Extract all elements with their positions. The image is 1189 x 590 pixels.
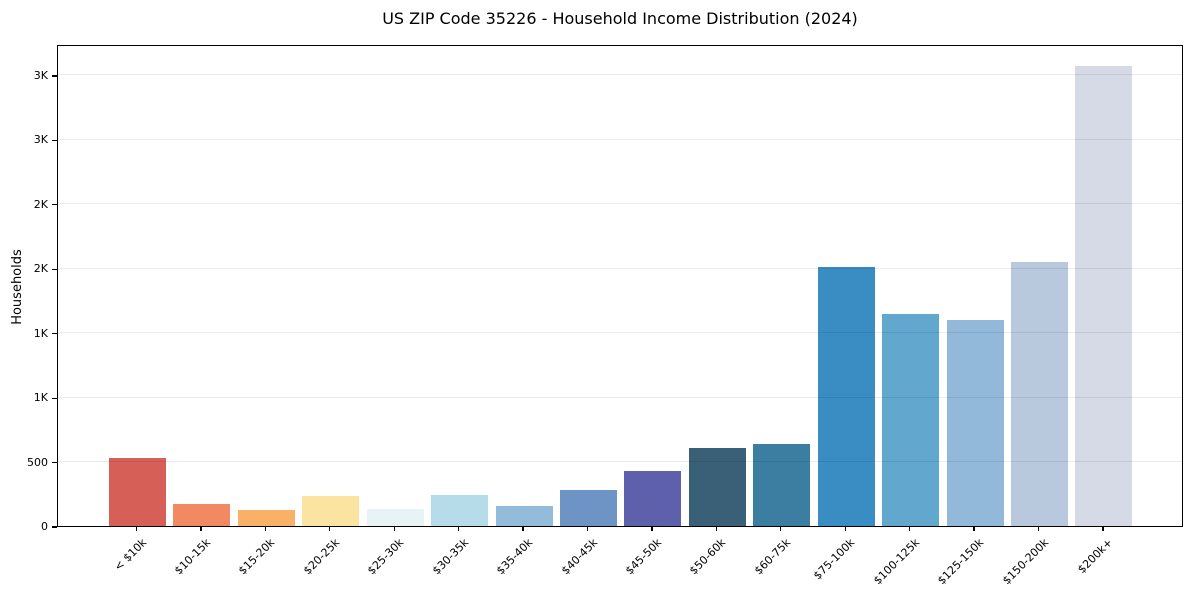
bar-75-100k: [817, 266, 875, 526]
bar-10k: [109, 457, 166, 526]
y-tick-label: 0: [41, 520, 48, 533]
x-tick-label: $35-40k: [494, 536, 536, 578]
x-tick-label: $200k+: [1075, 536, 1116, 577]
bar-10-15k: [173, 504, 231, 526]
gridline: [58, 74, 1182, 76]
plot-area: [57, 45, 1183, 527]
x-tick-label: $50-60k: [687, 536, 729, 578]
bar-40-45k: [560, 489, 617, 526]
bar-200k: [1075, 65, 1133, 526]
x-tick-mark: [715, 527, 717, 531]
x-tick-label: $40-45k: [558, 536, 600, 578]
x-tick-mark: [909, 527, 911, 531]
x-tick-mark: [393, 527, 395, 531]
bar-125-150k: [946, 319, 1004, 526]
y-axis-label: Households: [10, 249, 25, 325]
x-tick-mark: [1037, 527, 1040, 531]
bar-50-60k: [688, 448, 746, 526]
x-tick-mark: [973, 527, 975, 531]
y-tick-mark: [52, 461, 57, 464]
x-tick-mark: [780, 527, 782, 531]
gridline: [58, 138, 1182, 140]
x-tick-mark: [458, 527, 460, 531]
x-tick-label: $75-100k: [811, 536, 858, 583]
y-tick-mark: [52, 333, 57, 335]
y-tick-mark: [52, 204, 57, 206]
x-tick-label: $45-50k: [622, 536, 665, 578]
y-tick-label: 1K: [33, 326, 48, 340]
y-tick-label: 2K: [33, 197, 48, 211]
bar-25-30k: [366, 508, 424, 526]
y-tick-label: 3K: [33, 133, 48, 147]
x-tick-mark: [264, 527, 266, 531]
x-tick-label: $15-20k: [236, 536, 278, 578]
y-tick-mark: [52, 139, 57, 141]
bar-150-200k: [1011, 261, 1069, 526]
y-tick-label: 1K: [33, 391, 48, 405]
x-tick-label: $30-35k: [429, 536, 471, 578]
x-tick-mark: [844, 527, 846, 531]
x-tick-mark: [1102, 527, 1104, 531]
y-tick-mark: [52, 75, 57, 77]
x-tick-label: $10-15k: [171, 536, 214, 578]
gridline: [58, 396, 1182, 398]
y-tick-label: 3K: [33, 68, 48, 82]
bar-35-40k: [495, 506, 553, 526]
x-tick-mark: [200, 527, 202, 531]
gridlines-layer: [58, 46, 1182, 526]
x-tick-label: $100-125k: [870, 536, 922, 588]
y-tick-mark: [52, 268, 57, 270]
bars-layer: [58, 46, 1182, 526]
x-tick-mark: [329, 527, 331, 531]
x-tick-label: $25-30k: [365, 536, 407, 578]
bar-15-20k: [237, 509, 295, 526]
x-tick-label: $60-75k: [751, 536, 793, 578]
x-tick-mark: [135, 527, 138, 531]
x-tick-label: $20-25k: [300, 536, 342, 578]
bar-20-25k: [302, 496, 360, 526]
x-tick-label: < $10k: [111, 536, 149, 574]
y-tick-mark: [52, 526, 57, 528]
y-tick-label: 2K: [33, 262, 48, 276]
gridline: [58, 267, 1182, 269]
gridline: [58, 203, 1182, 205]
x-tick-mark: [586, 527, 589, 531]
chart-title: US ZIP Code 35226 - Household Income Dis…: [382, 9, 858, 28]
x-tick-mark: [651, 527, 653, 531]
bar-30-35k: [431, 495, 489, 526]
x-tick-mark: [522, 527, 524, 531]
x-tick-label: $125-150k: [935, 536, 987, 588]
bar-100-125k: [882, 314, 940, 526]
bar-45-50k: [624, 470, 682, 526]
y-tick-label: 500: [27, 455, 48, 469]
bar-60-75k: [753, 444, 811, 526]
y-tick-mark: [52, 397, 57, 399]
gridline: [58, 332, 1182, 334]
x-tick-label: $150-200k: [999, 536, 1051, 588]
gridline: [58, 461, 1182, 463]
